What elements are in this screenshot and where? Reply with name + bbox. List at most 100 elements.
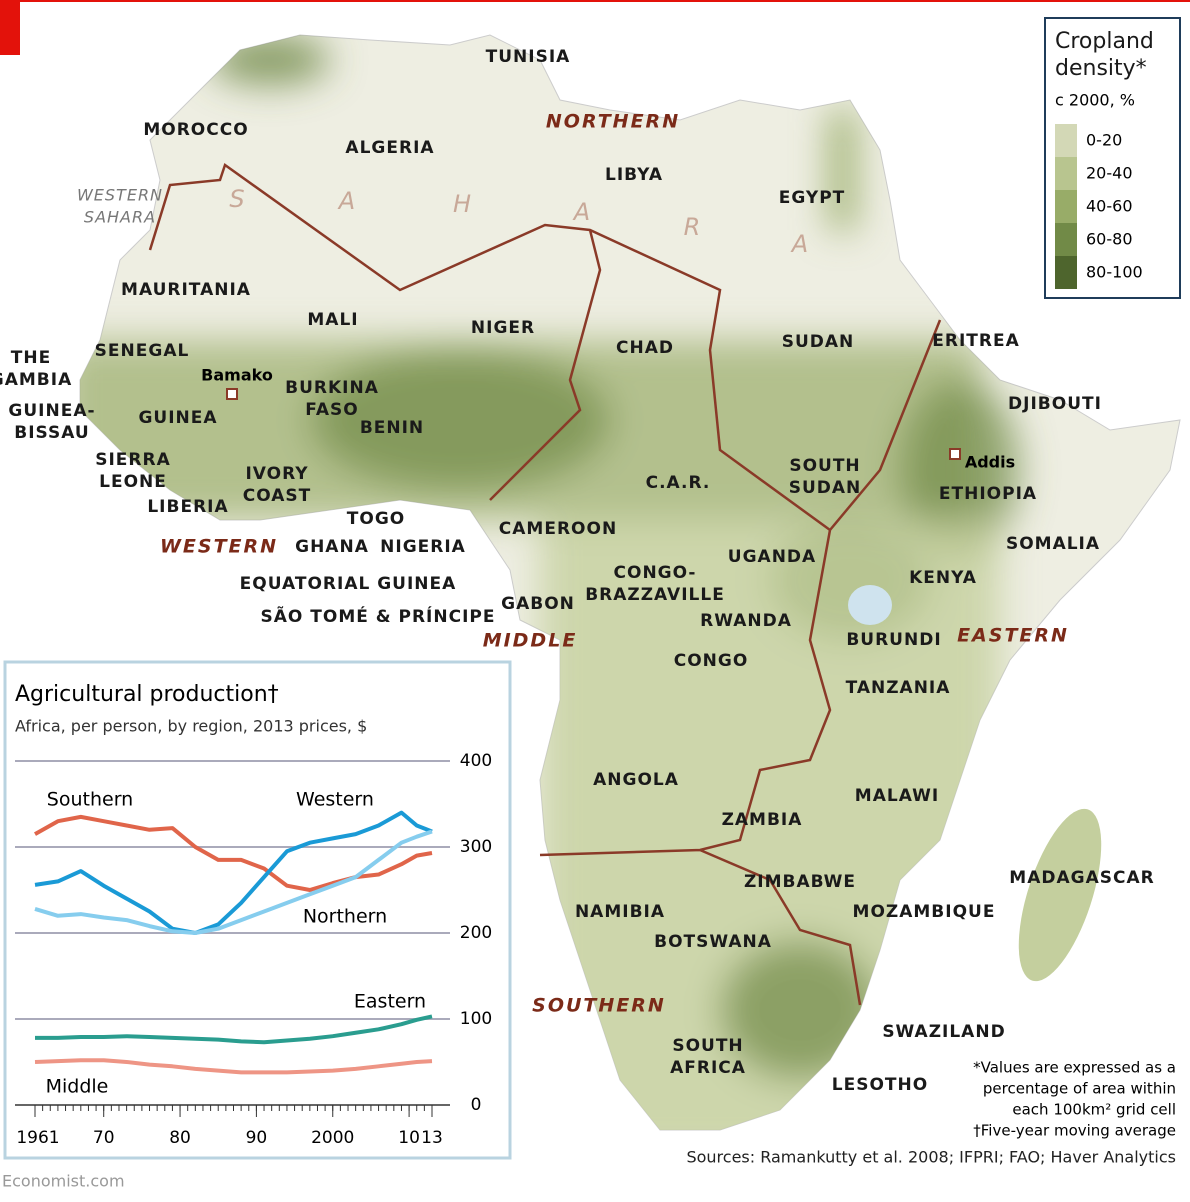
country-label: LIBYA xyxy=(605,165,663,185)
city-marker xyxy=(949,448,961,460)
series-label: Eastern xyxy=(354,991,426,1013)
series-line xyxy=(34,1058,433,1075)
legend-item: 80-100 xyxy=(1086,263,1143,282)
country-label: BURKINA xyxy=(285,378,379,398)
inset-box xyxy=(3,660,512,1160)
country-label: UGANDA xyxy=(728,547,816,567)
country-label: ALGERIA xyxy=(345,138,434,158)
sahara-letter: S xyxy=(229,185,244,213)
country-label: MOROCCO xyxy=(143,120,248,140)
country-label: MOZAMBIQUE xyxy=(853,902,996,922)
footnote: percentage of area within xyxy=(983,1080,1176,1098)
country-label: LEONE xyxy=(99,472,167,492)
country-label: MALI xyxy=(307,310,358,330)
region-label: MIDDLE xyxy=(483,630,578,652)
sahara-letter: A xyxy=(790,230,808,258)
city-label: Bamako xyxy=(201,366,273,385)
chart-title: Agricultural production† xyxy=(15,682,279,707)
country-label: LESOTHO xyxy=(832,1075,928,1095)
country-label: ETHIOPIA xyxy=(939,484,1037,504)
country-label: CAMEROON xyxy=(499,519,617,539)
country-label: MAURITANIA xyxy=(121,280,251,300)
country-label: RWANDA xyxy=(700,611,792,631)
region-label: SOUTHERN xyxy=(532,995,666,1017)
country-label: GABON xyxy=(501,594,575,614)
country-label: SOMALIA xyxy=(1006,534,1100,554)
country-label: SUDAN xyxy=(789,478,862,498)
region-label: EASTERN xyxy=(957,625,1069,647)
country-label: BENIN xyxy=(360,418,424,438)
country-label: DJIBOUTI xyxy=(1008,394,1102,414)
country-label: EGYPT xyxy=(779,188,846,208)
country-label: AFRICA xyxy=(670,1058,746,1078)
y-tick-label: 300 xyxy=(460,837,492,857)
legend-swatch xyxy=(1055,223,1077,256)
x-tick-label: 13 xyxy=(421,1128,443,1148)
territory-label: SAHARA xyxy=(84,208,156,227)
country-label: TUNISIA xyxy=(486,47,571,67)
city-label: Addis xyxy=(965,453,1015,472)
sahara-letter: H xyxy=(453,190,471,218)
country-label: CHAD xyxy=(616,338,674,358)
y-tick-label: 200 xyxy=(460,923,492,943)
legend-swatch xyxy=(1055,157,1077,190)
country-label: LIBERIA xyxy=(147,497,228,517)
country-label: GUINEA- xyxy=(8,401,95,421)
country-label: C.A.R. xyxy=(646,473,711,493)
country-label: ERITREA xyxy=(932,331,1019,351)
source: Sources: Ramankutty et al. 2008; IFPRI; … xyxy=(686,1148,1176,1167)
x-tick-label: 2000 xyxy=(311,1128,354,1148)
footnote: *Values are expressed as a xyxy=(973,1059,1176,1077)
country-label: MADAGASCAR xyxy=(1009,868,1154,888)
sahara-letter: A xyxy=(572,198,590,226)
footnote: †Five-year moving average xyxy=(973,1122,1176,1140)
series-line xyxy=(34,810,433,935)
country-label: SÃO TOMÉ & PRÍNCIPE xyxy=(261,604,496,627)
country-label: EQUATORIAL GUINEA xyxy=(240,574,457,594)
country-label: CONGO- xyxy=(614,563,697,583)
country-label: NIGERIA xyxy=(380,537,466,557)
legend-swatch xyxy=(1055,124,1077,157)
country-label: ZIMBABWE xyxy=(744,872,856,892)
legend-subtitle: c 2000, % xyxy=(1055,91,1135,110)
y-tick-label: 0 xyxy=(471,1095,482,1115)
legend-item: 20-40 xyxy=(1086,164,1133,183)
series-line xyxy=(34,829,433,935)
country-label: SWAZILAND xyxy=(882,1022,1005,1042)
legend-item: 0-20 xyxy=(1086,131,1122,150)
country-label: SENEGAL xyxy=(95,341,190,361)
country-label: TOGO xyxy=(347,509,405,529)
footnote: each 100km² grid cell xyxy=(1012,1101,1176,1119)
madagascar xyxy=(1018,808,1102,982)
legend-title: density* xyxy=(1055,56,1147,81)
country-label: BRAZZAVILLE xyxy=(585,585,725,605)
country-label: NIGER xyxy=(471,318,535,338)
x-tick-label: 70 xyxy=(93,1128,115,1148)
legend-swatch xyxy=(1055,256,1077,289)
series-line xyxy=(35,1014,433,1045)
country-label: THE xyxy=(11,348,51,368)
series-label: Northern xyxy=(303,906,387,928)
y-tick-label: 400 xyxy=(460,751,492,771)
country-label: ANGOLA xyxy=(593,770,679,790)
x-tick-label: 90 xyxy=(246,1128,268,1148)
country-label: MALAWI xyxy=(855,786,939,806)
y-tick-label: 100 xyxy=(460,1009,492,1029)
sahara-letter: A xyxy=(337,187,355,215)
country-label: TANZANIA xyxy=(846,678,951,698)
series-label: Middle xyxy=(46,1076,109,1098)
x-tick-label: 1961 xyxy=(16,1128,59,1148)
africa xyxy=(79,34,1181,1131)
legend-title: Cropland xyxy=(1055,29,1154,54)
country-label: SUDAN xyxy=(782,332,855,352)
country-label: FASO xyxy=(305,400,359,420)
red-tab xyxy=(0,0,20,55)
country-label: BISSAU xyxy=(14,423,89,443)
x-tick-label: 10 xyxy=(398,1128,420,1148)
country-label: IVORY xyxy=(245,464,308,484)
lake-victoria xyxy=(848,585,892,625)
region-label: WESTERN xyxy=(160,536,278,558)
x-tick-label: 80 xyxy=(169,1128,191,1148)
top-rule xyxy=(0,0,1190,2)
